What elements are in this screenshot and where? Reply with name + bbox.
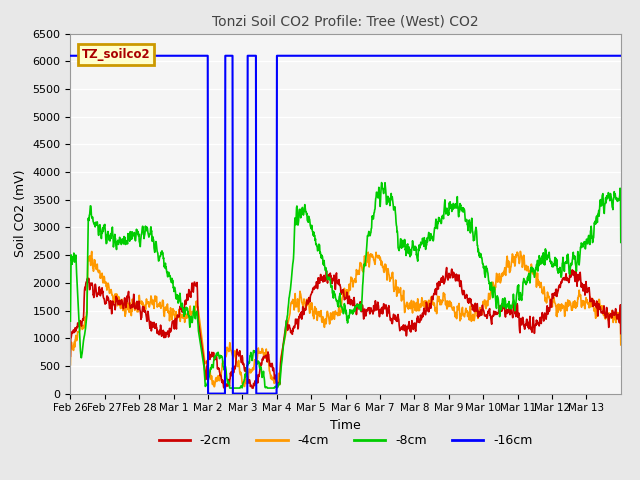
X-axis label: Time: Time — [330, 419, 361, 432]
Text: TZ_soilco2: TZ_soilco2 — [81, 48, 150, 61]
Title: Tonzi Soil CO2 Profile: Tree (West) CO2: Tonzi Soil CO2 Profile: Tree (West) CO2 — [212, 14, 479, 28]
Y-axis label: Soil CO2 (mV): Soil CO2 (mV) — [14, 170, 27, 257]
Legend: -2cm, -4cm, -8cm, -16cm: -2cm, -4cm, -8cm, -16cm — [154, 429, 538, 452]
